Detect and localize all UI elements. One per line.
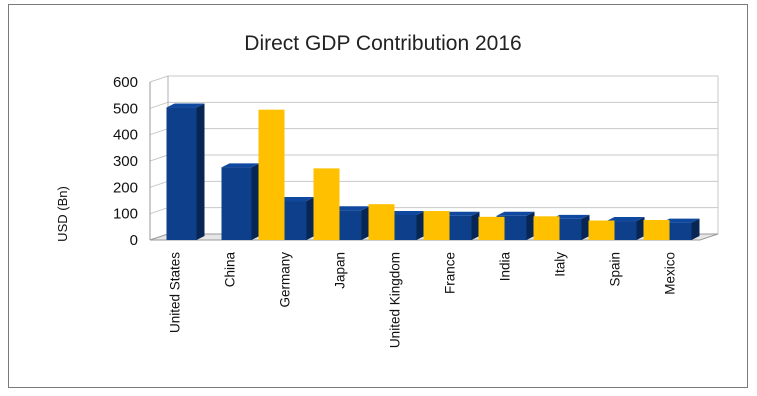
x-tick-label: France — [443, 252, 458, 294]
x-tick-label: Spain — [608, 252, 623, 287]
x-tick-label: India — [498, 252, 513, 282]
bar-series-1-side — [471, 211, 480, 240]
bar-series-1-side — [691, 218, 700, 240]
gridline-side — [149, 101, 169, 109]
bar-series-1-top — [166, 103, 205, 108]
y-tick-label: 0 — [130, 232, 138, 249]
gridline-side — [149, 128, 169, 136]
gridline-side — [149, 154, 169, 162]
bar-series-1-side — [361, 206, 370, 240]
bar-series-1 — [166, 103, 205, 240]
y-tick-label: 300 — [113, 153, 138, 170]
chart-title: Direct GDP Contribution 2016 — [244, 32, 521, 55]
bar-series-1-top — [606, 217, 645, 222]
bar-series-1-side — [196, 103, 205, 240]
bar-series-1-side — [526, 211, 535, 240]
bar-series-2 — [368, 204, 395, 240]
bar-series-2 — [478, 216, 505, 240]
bar-series-1-top — [661, 218, 700, 223]
bar-series-2 — [423, 211, 450, 240]
bar-series-1-top — [441, 211, 480, 216]
y-axis-label: USD (Bn) — [55, 186, 70, 242]
x-tick-label: Japan — [333, 252, 348, 289]
gridline-side — [149, 207, 169, 215]
chart-frame — [8, 4, 748, 388]
bar-series-1-front — [166, 107, 197, 240]
bar-series-1-side — [416, 210, 425, 240]
x-tick-label: China — [223, 252, 238, 288]
gridline-side — [149, 180, 169, 188]
bar-series-1-front — [221, 167, 252, 240]
bar-series-2 — [533, 216, 560, 240]
bar-series-1-top — [386, 210, 425, 215]
y-tick-label: 400 — [113, 127, 138, 144]
bar-series-1-side — [306, 197, 315, 240]
y-tick-label: 600 — [113, 74, 138, 91]
bar-series-1-top — [276, 197, 315, 202]
bar-series-2 — [643, 219, 670, 240]
bar-series-2 — [258, 109, 285, 241]
y-tick-label: 200 — [113, 179, 138, 196]
bar-series-1 — [331, 206, 370, 240]
bar-series-1 — [221, 163, 260, 240]
bar-series-1-top — [221, 163, 260, 168]
bar-series-2 — [588, 220, 615, 240]
bar-series-1-top — [551, 214, 590, 219]
x-tick-label: United Kingdom — [388, 252, 403, 348]
bar-series-1-side — [636, 217, 645, 240]
y-tick-label: 500 — [113, 100, 138, 117]
bar-series-1-side — [251, 163, 260, 240]
x-tick-label: Germany — [278, 252, 293, 308]
bar-series-1-top — [331, 206, 370, 211]
x-tick-label: Mexico — [663, 252, 678, 295]
bar-series-1-top — [496, 211, 535, 216]
bar-series-2 — [313, 168, 340, 240]
x-tick-label: United States — [168, 252, 183, 333]
plot-area: 0 100 200 300 400 500 600 United States China Ger… — [113, 74, 719, 348]
x-tick-label: Italy — [553, 252, 568, 277]
y-tick-label: 100 — [113, 206, 138, 223]
bar-series-1-side — [581, 214, 590, 240]
gridline-side — [149, 75, 169, 83]
